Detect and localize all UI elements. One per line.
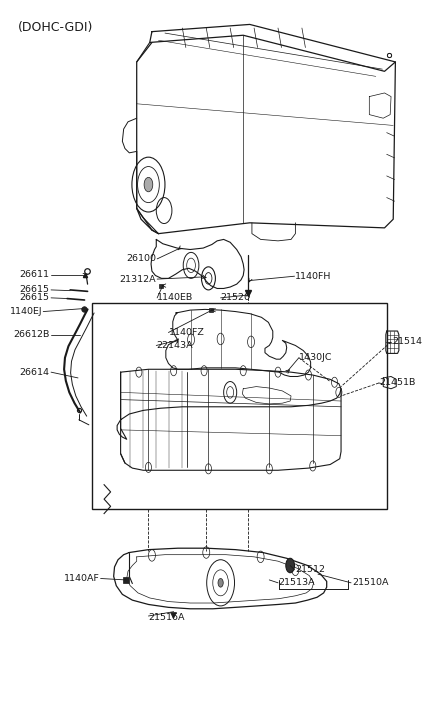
Text: 26100: 26100	[126, 254, 156, 263]
Text: 21512: 21512	[295, 566, 326, 574]
Text: 21312A: 21312A	[120, 275, 156, 284]
Text: 21513A: 21513A	[278, 578, 314, 587]
Text: 21451B: 21451B	[379, 379, 415, 387]
Text: 1140FH: 1140FH	[295, 272, 332, 281]
Text: 1140EJ: 1140EJ	[10, 307, 42, 316]
Text: 26615: 26615	[20, 286, 50, 294]
Text: 1140EB: 1140EB	[157, 294, 194, 302]
Circle shape	[144, 177, 153, 192]
Text: (DOHC-GDI): (DOHC-GDI)	[18, 21, 93, 34]
Text: 21514: 21514	[392, 337, 422, 346]
Text: 21516A: 21516A	[149, 613, 185, 622]
Text: 21520: 21520	[221, 294, 251, 302]
Text: 26612B: 26612B	[13, 330, 50, 339]
Text: 1140FZ: 1140FZ	[169, 328, 204, 337]
Text: 26615: 26615	[20, 294, 50, 302]
Circle shape	[218, 579, 223, 587]
Text: 26614: 26614	[20, 368, 50, 377]
Text: 26611: 26611	[20, 270, 50, 279]
Text: 1140AF: 1140AF	[64, 574, 100, 583]
Text: 22143A: 22143A	[156, 341, 193, 350]
Circle shape	[286, 558, 294, 573]
Text: 1430JC: 1430JC	[299, 353, 332, 362]
Text: 21510A: 21510A	[352, 578, 388, 587]
Bar	[92, 303, 387, 509]
